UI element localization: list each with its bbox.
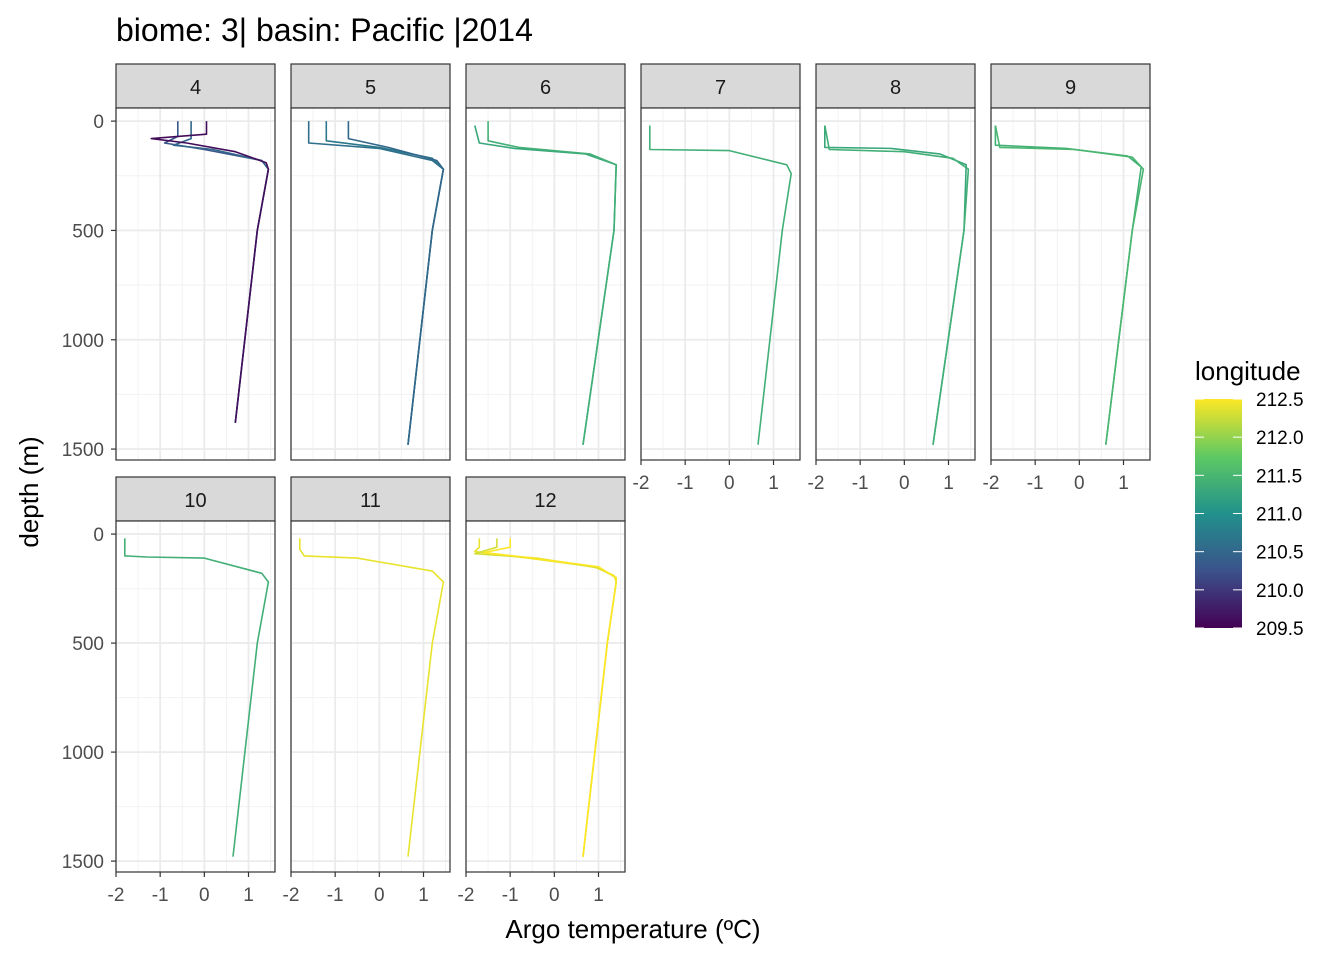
x-tick-label: 1 [768,473,779,494]
y-tick-label: 0 [93,525,104,546]
y-tick-label: 1000 [62,331,104,352]
legend-tick-label: 212.0 [1256,428,1304,449]
profile-line [482,538,617,857]
legend-title: longitude [1195,356,1301,386]
facet-strip [990,63,1151,109]
facet-panel-6: 6 [465,63,626,461]
facet-panel-7: 7 -2 -1 0 1 [633,63,801,494]
panel-border [465,107,626,461]
legend-tick-label: 210.5 [1256,543,1304,564]
facet-strip-label: 12 [534,490,556,512]
legend-tick-label: 212.5 [1256,390,1304,411]
x-tick-label: 1 [243,885,254,906]
y-tick-label: 1500 [62,440,104,461]
x-tick-label: 0 [899,473,910,494]
x-axis-title: Argo temperature (ºC) [505,914,760,944]
facet-strip [290,476,451,522]
facet-panel-5: 5 [290,63,451,461]
x-tick-label: 0 [199,885,210,906]
y-tick-label: 500 [72,221,104,242]
facet-strip-label: 6 [540,77,551,99]
facet-strip [290,63,451,109]
x-tick-label: 0 [1074,473,1085,494]
legend-tick-label: 211.5 [1256,466,1302,487]
facet-strip [815,63,976,109]
profile-line [150,121,270,423]
x-tick-label: -2 [983,473,1000,494]
x-tick-label: 1 [418,885,429,906]
x-tick-label: -1 [677,473,694,494]
profile-line [124,538,270,857]
x-tick-label: -2 [458,885,475,906]
facet-panel-9: 9 -2 -1 0 1 [983,63,1151,494]
facet-panel-8: 8 -2 -1 0 1 [808,63,976,494]
legend-tick-label: 211.0 [1256,505,1302,526]
profile-line [994,125,1145,445]
facet-strip-label: 8 [890,77,901,99]
y-tick-label: 0 [93,112,104,133]
facet-strip-label: 5 [365,77,376,99]
panel-border [115,520,276,873]
facet-strip-label: 4 [190,77,201,99]
profile-line [649,125,792,445]
legend-tick-label: 209.5 [1256,619,1304,640]
x-tick-label: -2 [108,885,125,906]
facet-strip-label: 10 [184,490,206,512]
legend-tick-label: 210.0 [1256,581,1304,602]
profile-line [487,121,617,445]
panel-border [990,107,1151,461]
x-tick-label: -1 [327,885,344,906]
x-tick-label: -1 [852,473,869,494]
x-tick-label: 0 [374,885,385,906]
y-tick-label: 1000 [62,743,104,764]
facet-panel-12: 12 -2 -1 0 1 [458,476,626,906]
color-legend: longitude 212.5 212.0 211.5 211.0 210.5 210.0… [1195,356,1304,640]
y-tick-label: 500 [72,634,104,655]
x-tick-label: -1 [502,885,519,906]
x-tick-label: -2 [283,885,300,906]
facet-strip-label: 9 [1065,77,1076,99]
panel-border [815,107,976,461]
panel-border [465,520,626,873]
x-tick-label: 1 [1118,473,1129,494]
x-tick-label: -2 [633,473,650,494]
facet-strip-label: 11 [360,490,381,512]
panel-border [290,520,451,873]
facet-strip [115,63,276,109]
x-tick-label: 1 [943,473,954,494]
profile-line [299,538,445,857]
facet-strip [465,63,626,109]
panel-border [640,107,801,461]
x-tick-label: -2 [808,473,825,494]
x-tick-label: 1 [593,885,604,906]
x-tick-label: 0 [724,473,735,494]
x-tick-label: 0 [549,885,560,906]
x-tick-label: -1 [1027,473,1044,494]
x-tick-label: -1 [152,885,169,906]
facet-panel-10: 10 0 500 1000 1500-2 -1 0 1 [62,476,276,906]
panel-background [466,108,625,460]
facet-strip-label: 7 [715,77,726,99]
panel-background [816,108,975,460]
facet-panel-11: 11 -2 -1 0 1 [283,476,451,906]
facet-strip [465,476,626,522]
chart-title: biome: 3| basin: Pacific |2014 [116,12,533,48]
profile-line [824,125,970,445]
y-tick-label: 1500 [62,852,104,873]
panel-border [290,107,451,461]
y-axis-title: depth (m) [14,436,44,547]
profile-line [347,121,445,445]
panel-border [115,107,276,461]
facet-panel-4: 4 0 500 1000 1500 [62,63,276,461]
